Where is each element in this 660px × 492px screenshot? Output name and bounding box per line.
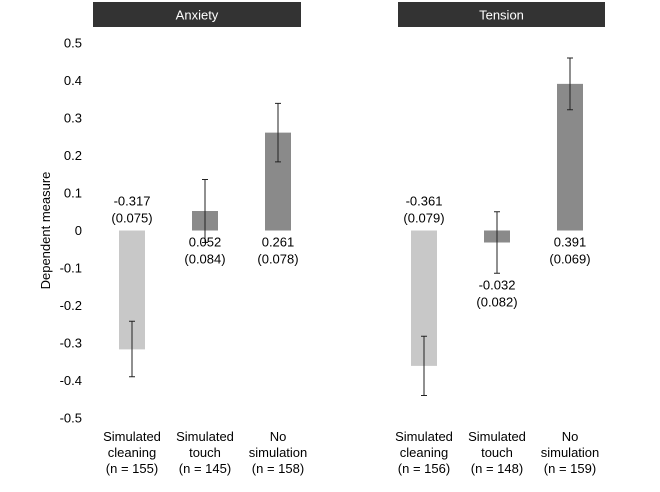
panel-title: Tension bbox=[479, 8, 524, 23]
category-label: No simulation (n = 158) bbox=[249, 429, 308, 476]
data-label: 0.052 (0.084) bbox=[184, 235, 225, 267]
labels: -0.317 (0.075) Simulated cleaning (n = 155) 0… bbox=[103, 194, 599, 477]
error-bar bbox=[202, 179, 208, 243]
data-label: -0.032 (0.082) bbox=[476, 277, 517, 309]
y-tick-label: -0.4 bbox=[60, 373, 82, 388]
y-tick-label: -0.1 bbox=[60, 261, 82, 276]
error-bar bbox=[129, 320, 135, 378]
error-bar bbox=[421, 335, 427, 396]
panel-header bbox=[398, 2, 605, 27]
category-label: Simulated cleaning (n = 156) bbox=[395, 429, 453, 476]
y-tick-label: 0.3 bbox=[64, 111, 82, 126]
category-label: Simulated touch (n = 148) bbox=[468, 429, 526, 476]
panel-header bbox=[93, 2, 301, 27]
category-label: Simulated touch (n = 145) bbox=[176, 429, 234, 476]
y-axis-title: Dependent measure bbox=[38, 172, 53, 290]
data-label: -0.317 (0.075) bbox=[111, 194, 152, 226]
data-label: 0.261 (0.078) bbox=[257, 235, 298, 267]
category-label: No simulation (n = 159) bbox=[541, 429, 600, 476]
y-tick-label: 0.2 bbox=[64, 148, 82, 163]
y-tick-label: -0.3 bbox=[60, 336, 82, 351]
panel-headers: Anxiety Tension bbox=[93, 2, 605, 27]
y-tick-label: 0.1 bbox=[64, 186, 82, 201]
bars bbox=[119, 57, 583, 396]
category-label: Simulated cleaning (n = 155) bbox=[103, 429, 161, 476]
y-tick-label: 0.5 bbox=[64, 36, 82, 51]
data-label: -0.361 (0.079) bbox=[403, 194, 444, 226]
error-bar bbox=[275, 102, 281, 163]
y-tick-label: -0.5 bbox=[60, 411, 82, 426]
y-tick-label: 0.4 bbox=[64, 73, 82, 88]
data-label: 0.391 (0.069) bbox=[549, 235, 590, 267]
panel-title: Anxiety bbox=[176, 8, 219, 23]
y-axis: 0.5 0.4 0.3 0.2 0.1 0 -0.1 -0.2 -0.3 -0.4 -0.5 bbox=[60, 36, 82, 426]
error-bar bbox=[494, 211, 500, 274]
y-tick-label: 0 bbox=[75, 223, 82, 238]
y-tick-label: -0.2 bbox=[60, 298, 82, 313]
error-bar bbox=[567, 57, 573, 111]
